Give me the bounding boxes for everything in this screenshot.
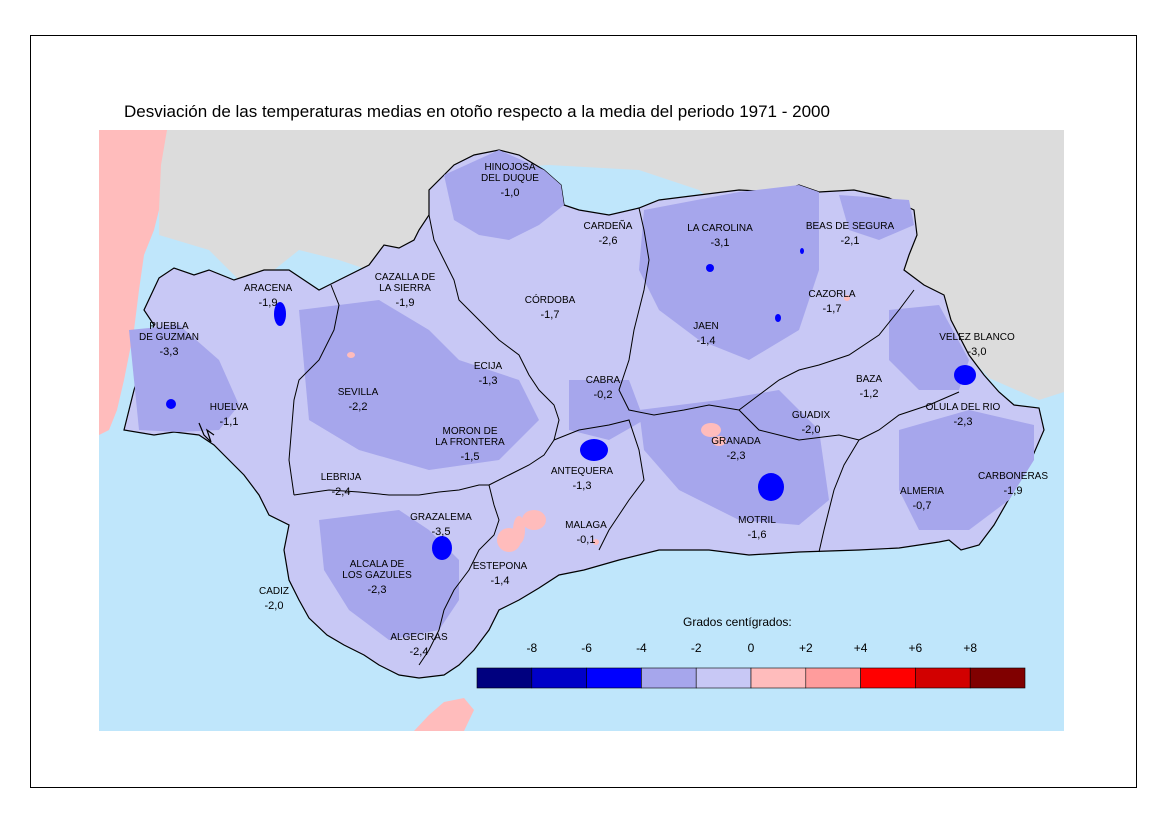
legend-tick-label: +8 [963,641,977,655]
legend-tick-label: -8 [526,641,537,655]
temperature-map [99,130,1064,731]
legend-swatch [476,667,533,689]
place-name: ALMERIA [900,486,944,497]
place-value: -1,5 [461,451,480,463]
place-name: BAZA [856,374,882,385]
place-value: -0,7 [913,500,932,512]
place-value: -1,3 [479,375,498,387]
place-name: VELEZ BLANCO [939,332,1015,343]
place-value: -3,0 [968,346,987,358]
place-name: CÓRDOBA [525,293,576,306]
place-value: -0,2 [594,389,613,401]
morocco-area [414,698,474,731]
legend-swatch [586,667,642,689]
place-value: -3,5 [432,526,451,538]
figure-frame [30,35,1137,788]
place-name: BEAS DE SEGURA [806,221,895,232]
place-name: CARBONERAS [978,471,1048,482]
legend-swatch [750,667,807,689]
place-value: -1,6 [748,529,767,541]
legend-swatch [969,667,1026,689]
legend-swatch [805,667,861,689]
legend-swatch [531,667,587,689]
legend-swatch [695,667,752,689]
cold-spots [166,248,976,560]
legend-tick-label: +2 [799,641,813,655]
place-value: -2,4 [410,646,429,658]
place-value: -2,3 [368,584,387,596]
place-name: LA CAROLINA [687,223,753,234]
place-name: CAZORLA [808,289,856,300]
place-name: CABRA [586,375,621,386]
place-value: -2,2 [349,401,368,413]
place-name: ECIJA [474,361,503,372]
place-name: MALAGA [565,520,607,531]
place-value: -1,7 [541,309,560,321]
legend-tick-label: -6 [581,641,592,655]
place-value: -1,3 [573,480,592,492]
place-name: ESTEPONA [473,561,528,572]
place-value: -1,2 [860,388,879,400]
place-name: CAZALLA DE [375,272,436,283]
province-borders [288,207,960,666]
place-value: -2,0 [802,424,821,436]
legend-tick-label: +4 [854,641,868,655]
place-value: -2,1 [841,235,860,247]
place-name: OLULA DEL RIO [926,402,1001,413]
place-name-line2: LOS GAZULES [342,570,412,581]
legend-title: Grados centígrados: [683,615,792,629]
place-name: PUEBLA [149,321,189,332]
place-value: -2,3 [727,450,746,462]
place-value: -1,4 [491,575,510,587]
place-value: -1,7 [823,303,842,315]
place-value: -2,0 [265,600,284,612]
map-title: Desviación de las temperaturas medias en… [124,102,830,121]
legend-tick-label: -4 [636,641,647,655]
place-value: -2,3 [954,416,973,428]
place-value: -1,4 [697,335,716,347]
place-value: -1,9 [1004,485,1023,497]
place-name: ANTEQUERA [551,466,614,477]
place-value: -1,0 [501,187,520,199]
place-value: -1,9 [259,297,278,309]
place-value: -1,1 [220,416,239,428]
place-name-line2: DE GUZMAN [139,332,199,343]
huelva-estuary [198,422,215,443]
place-name: HUELVA [210,402,249,413]
place-name: GRAZALEMA [410,512,472,523]
place-name: SEVILLA [338,387,379,398]
place-name: LEBRIJA [321,472,362,483]
place-name: CARDEÑA [584,219,633,232]
legend-tick-label: 0 [748,641,755,655]
place-name: ALCALA DE [350,559,405,570]
place-name: MORON DE [443,426,498,437]
legend-tick-label: -2 [691,641,702,655]
place-name-line2: LA FRONTERA [435,437,505,448]
legend-swatch [641,667,697,689]
place-name: GUADIX [792,410,831,421]
place-value: -2,4 [332,486,351,498]
place-name: ARACENA [244,283,293,294]
place-name-line2: DEL DUQUE [481,173,539,184]
place-name: CADIZ [259,586,289,597]
place-value: -3,1 [711,237,730,249]
place-value: -3,3 [160,346,179,358]
place-name: ALGECIRAS [390,632,448,643]
place-value: -0,1 [577,534,596,546]
place-name: HINOJOSA [484,162,535,173]
place-value: -1,9 [396,297,415,309]
place-name-line2: LA SIERRA [379,283,431,294]
place-name: MOTRIL [738,515,776,526]
legend-swatch [860,667,916,689]
place-name: JAEN [693,321,719,332]
legend-swatch [915,667,971,689]
legend-tick-label: +6 [909,641,923,655]
warm-spots [347,295,850,552]
place-value: -2,6 [599,235,618,247]
portugal-area [99,130,167,435]
place-name: GRANADA [711,436,761,447]
